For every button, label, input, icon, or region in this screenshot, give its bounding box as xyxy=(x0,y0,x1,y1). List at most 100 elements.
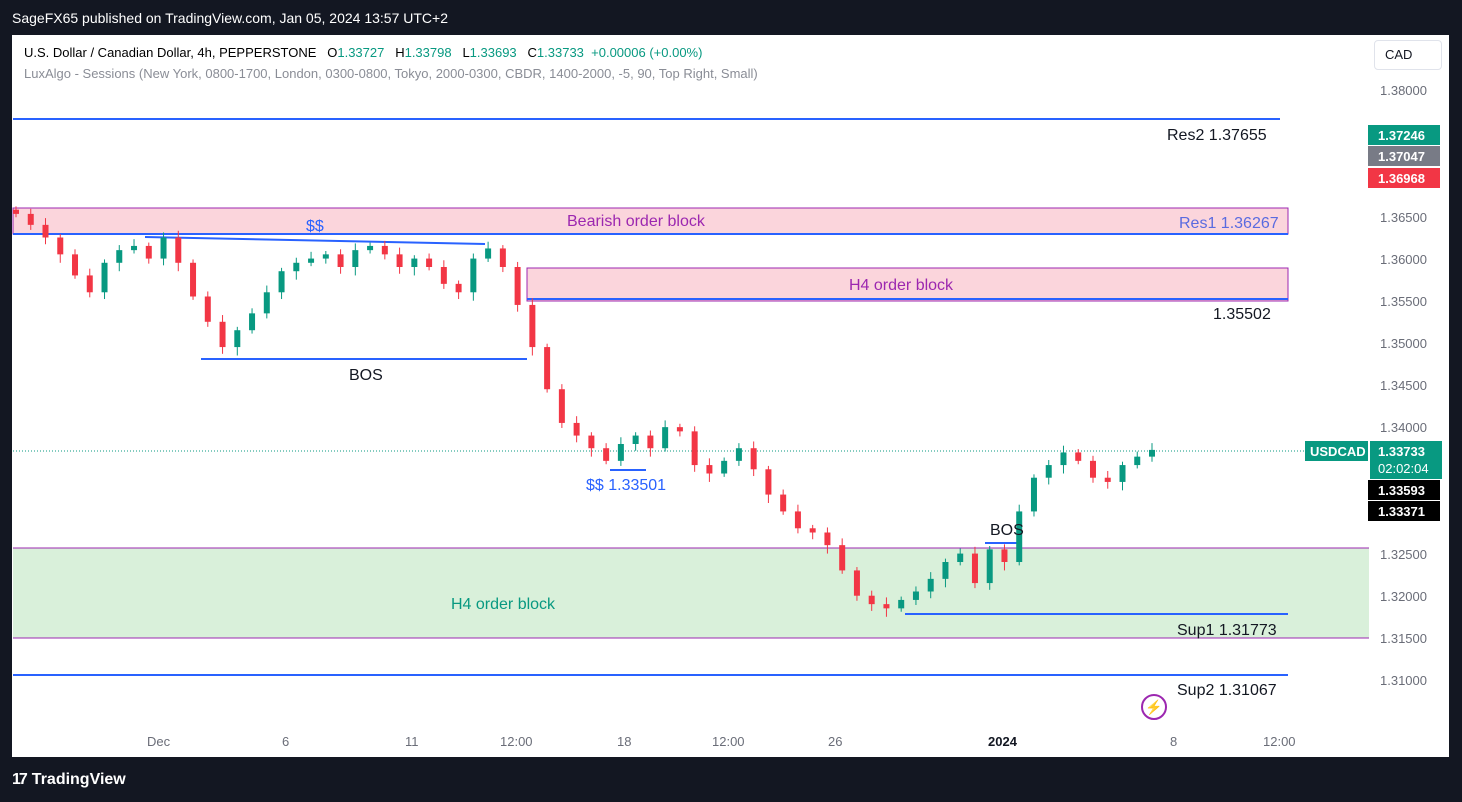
last-price-badge: 1.33733 xyxy=(1378,444,1425,459)
countdown-badge: 02:02:04 xyxy=(1378,461,1429,476)
res2-label: Res2 1.37655 xyxy=(1167,127,1267,144)
badge-3-bg xyxy=(1368,168,1440,188)
footer-bar: 17 TradingView xyxy=(0,757,1462,802)
candle-body xyxy=(455,283,462,293)
y-axis[interactable]: 1.38000 1.36500 1.36000 1.35500 1.35000 … xyxy=(1380,83,1427,688)
y-tick: 1.36500 xyxy=(1380,210,1427,225)
open-label: O xyxy=(327,45,338,60)
sup2-label: Sup2 1.31067 xyxy=(1177,682,1277,699)
x-tick: 2024 xyxy=(988,734,1018,749)
candle-body xyxy=(1119,465,1126,482)
x-tick: 26 xyxy=(828,734,842,749)
badge-1-bg xyxy=(1368,125,1440,145)
candle-body xyxy=(160,237,167,259)
badge-2-bg xyxy=(1368,146,1440,166)
candle-body xyxy=(426,258,433,267)
candle-body xyxy=(1016,511,1023,562)
x-tick: 8 xyxy=(1170,734,1177,749)
candle-body xyxy=(558,389,565,423)
candle-body xyxy=(352,250,359,267)
tradingview-logo[interactable]: 17 TradingView xyxy=(12,771,126,789)
dollars-top-line xyxy=(144,236,486,245)
candle-body xyxy=(308,258,315,263)
low-label: L xyxy=(462,45,470,60)
badge-5: 1.33371 xyxy=(1378,504,1425,519)
x-tick: 12:00 xyxy=(500,734,533,749)
candle-body xyxy=(824,532,831,546)
tradingview-brand: TradingView xyxy=(31,771,126,788)
candle-body xyxy=(322,254,329,259)
candle-body xyxy=(735,448,742,461)
candle-body xyxy=(1001,549,1008,562)
candle-body xyxy=(676,427,683,432)
high-label: H xyxy=(395,45,405,60)
badge-2: 1.37047 xyxy=(1378,149,1425,164)
y-tick: 1.34000 xyxy=(1380,420,1427,435)
candle-body xyxy=(898,599,905,609)
candle-body xyxy=(573,422,580,436)
candle-body xyxy=(662,427,669,449)
candles-group xyxy=(13,206,1155,617)
candle-body xyxy=(632,435,639,444)
badge-3: 1.36968 xyxy=(1378,171,1425,186)
candle-body xyxy=(809,528,816,533)
candle-body xyxy=(647,435,654,449)
bearish-ob-label: Bearish order block xyxy=(567,213,706,230)
candle-body xyxy=(293,262,300,272)
candle-body xyxy=(1030,477,1037,512)
y-tick: 1.31500 xyxy=(1380,631,1427,646)
candle-body xyxy=(912,591,919,600)
candle-body xyxy=(588,435,595,449)
candle-body xyxy=(750,448,757,470)
candle-body xyxy=(381,245,388,255)
candle-body xyxy=(927,578,934,592)
x-tick: 18 xyxy=(617,734,631,749)
candle-body xyxy=(721,460,728,474)
candle-body xyxy=(1060,452,1067,466)
x-tick: 12:00 xyxy=(712,734,745,749)
x-tick: 6 xyxy=(282,734,289,749)
sup1-label: Sup1 1.31773 xyxy=(1177,622,1277,639)
candle-body xyxy=(27,213,34,225)
candle-body xyxy=(853,570,860,596)
indicator-legend[interactable]: LuxAlgo - Sessions (New York, 0800-1700,… xyxy=(24,66,758,81)
lightning-icon[interactable]: ⚡ xyxy=(1141,694,1167,720)
candle-body xyxy=(42,224,49,238)
candle-body xyxy=(603,448,610,461)
open-value: 1.33727 xyxy=(337,45,385,60)
candle-body xyxy=(514,267,521,305)
candle-body xyxy=(131,245,138,251)
bos-left-label: BOS xyxy=(349,367,383,384)
close-label: C xyxy=(527,45,537,60)
candle-body xyxy=(706,465,713,474)
res1-label: Res1 1.36267 xyxy=(1179,215,1279,232)
candle-body xyxy=(175,237,182,263)
candle-body xyxy=(263,292,270,314)
y-tick: 1.35000 xyxy=(1380,336,1427,351)
h4-order-block-lower-zone xyxy=(13,548,1369,638)
symbol-header[interactable]: U.S. Dollar / Canadian Dollar, 4h, PEPPE… xyxy=(24,45,702,60)
level-35502-label: 1.35502 xyxy=(1213,306,1271,323)
badge-1: 1.37246 xyxy=(1378,128,1425,143)
candle-body xyxy=(794,511,801,529)
y-tick: 1.32000 xyxy=(1380,589,1427,604)
candle-body xyxy=(1089,460,1096,478)
candle-body xyxy=(116,250,123,263)
x-axis[interactable]: Dec 6 11 12:00 18 12:00 26 2024 8 12:00 xyxy=(147,734,1296,749)
candle-body xyxy=(485,248,492,259)
candle-body xyxy=(617,444,624,461)
candle-body xyxy=(544,347,551,390)
candle-body xyxy=(396,254,403,267)
candle-body xyxy=(529,304,536,348)
y-tick: 1.36000 xyxy=(1380,252,1427,267)
symbol-badge: USDCAD xyxy=(1310,444,1366,459)
h4-ob-upper-label: H4 order block xyxy=(849,277,954,294)
h4-order-block-upper-zone xyxy=(526,267,1289,302)
candle-body xyxy=(190,262,197,297)
candle-body xyxy=(13,209,19,214)
candle-body xyxy=(145,245,152,259)
candle-body xyxy=(72,254,79,276)
y-tick: 1.35500 xyxy=(1380,294,1427,309)
currency-button[interactable]: CAD xyxy=(1374,40,1442,70)
